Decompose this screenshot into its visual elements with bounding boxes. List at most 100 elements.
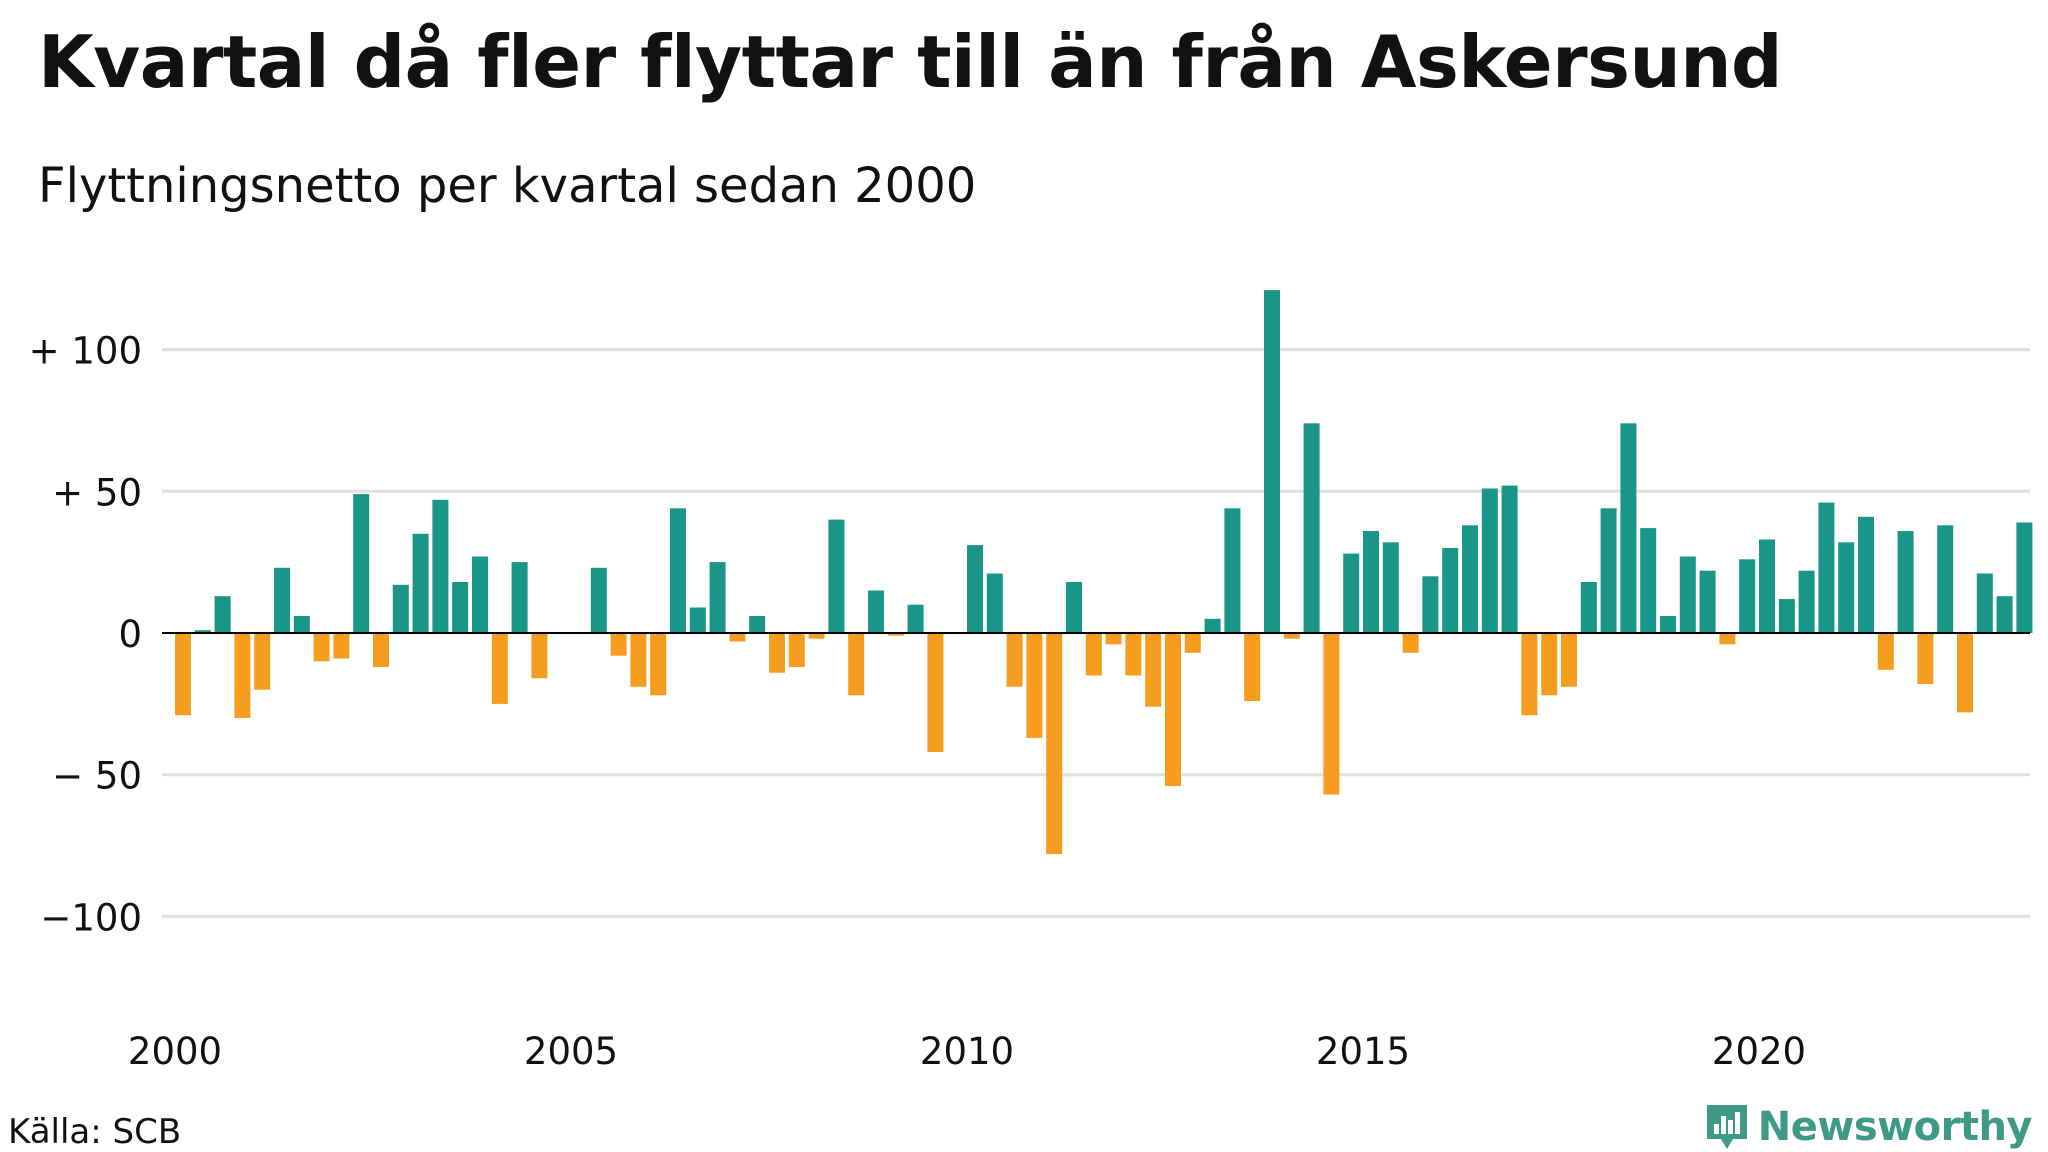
bar (491, 633, 508, 704)
y-tick-label: 0 (118, 613, 142, 656)
bar (788, 633, 805, 667)
bar (1600, 508, 1617, 633)
brand-logo: Newsworthy (1704, 1102, 2033, 1152)
bar (412, 533, 429, 633)
bar (808, 633, 825, 639)
bar (1759, 539, 1775, 633)
bar (531, 633, 548, 679)
y-tick-label: + 100 (29, 330, 142, 373)
bar (313, 633, 330, 662)
source-note: Källa: SCB (8, 1112, 182, 1152)
bar (1006, 633, 1023, 687)
bar (1679, 556, 1696, 633)
bar (749, 616, 766, 633)
bar (1739, 559, 1756, 633)
bar (1620, 423, 1637, 633)
bar (1858, 516, 1874, 633)
bar (986, 573, 1003, 633)
bar (1244, 633, 1261, 701)
bar (650, 633, 667, 696)
bar (293, 616, 310, 633)
bar (729, 633, 746, 642)
bar (1125, 633, 1142, 676)
bar (1323, 633, 1340, 795)
bar (373, 633, 389, 667)
bar (1462, 525, 1478, 633)
bar (175, 633, 191, 716)
bar (709, 562, 726, 633)
bar (769, 633, 785, 673)
bar (1521, 633, 1538, 716)
bar (353, 494, 370, 633)
bar (868, 590, 884, 633)
bar (1303, 423, 1320, 633)
bar (1798, 570, 1815, 633)
bar (254, 633, 271, 690)
bar (1363, 531, 1379, 633)
bar (689, 607, 706, 633)
bar (1046, 633, 1063, 855)
x-tick-label: 2005 (524, 1030, 618, 1073)
x-tick-label: 2010 (920, 1030, 1014, 1073)
bar (2016, 522, 2033, 633)
x-tick-label: 2015 (1316, 1030, 1410, 1073)
bar (1640, 528, 1657, 633)
bar (670, 508, 686, 633)
bar (1778, 599, 1795, 633)
bar (1026, 633, 1043, 738)
bar (590, 567, 607, 633)
bar (452, 582, 469, 633)
bar (1957, 633, 1973, 713)
bar (333, 633, 350, 659)
bar (1224, 508, 1241, 633)
bar (1105, 633, 1122, 645)
bar (1501, 485, 1518, 633)
bar (1818, 502, 1835, 633)
bar (927, 633, 944, 752)
bar (848, 633, 865, 696)
x-tick-label: 2020 (1712, 1030, 1806, 1073)
bar (887, 633, 904, 636)
x-axis-labels: 2000 2005 2010 2015 2020 (128, 1030, 1806, 1073)
bar (1719, 633, 1736, 645)
bar (511, 562, 528, 633)
bar (967, 545, 983, 633)
bar (1660, 616, 1676, 633)
bar (1283, 633, 1300, 639)
chart-title: Kvartal då fler flyttar till än från Ask… (38, 20, 1783, 104)
bar (1481, 488, 1498, 633)
chart-subtitle: Flyttningsnetto per kvartal sedan 2000 (38, 158, 977, 214)
bar (828, 519, 845, 633)
gridlines (162, 348, 2030, 918)
bar (1976, 573, 1993, 633)
bar (1877, 633, 1894, 670)
bars (175, 290, 2033, 855)
bar (1066, 582, 1082, 633)
bar (1699, 570, 1716, 633)
bar (1343, 553, 1360, 633)
bar (214, 596, 231, 633)
bar (1204, 618, 1221, 633)
bar (1838, 542, 1855, 633)
bar (1382, 542, 1399, 633)
bar (1422, 576, 1439, 633)
bar (1184, 633, 1201, 653)
y-tick-label: + 50 (52, 471, 142, 514)
x-tick-label: 2000 (128, 1030, 222, 1073)
bar (1165, 633, 1181, 786)
bar (1145, 633, 1162, 707)
bar (907, 604, 924, 633)
y-axis-labels: + 100 + 50 0 − 50 −100 (29, 330, 142, 940)
bar (432, 499, 449, 633)
y-tick-label: − 50 (52, 755, 142, 798)
bar (234, 633, 251, 718)
bar (274, 567, 290, 633)
bar (1541, 633, 1558, 696)
bar (1580, 582, 1597, 633)
bar (610, 633, 627, 656)
bar (630, 633, 647, 687)
bar (1897, 531, 1914, 633)
y-tick-label: −100 (40, 896, 142, 939)
bar (392, 584, 409, 633)
